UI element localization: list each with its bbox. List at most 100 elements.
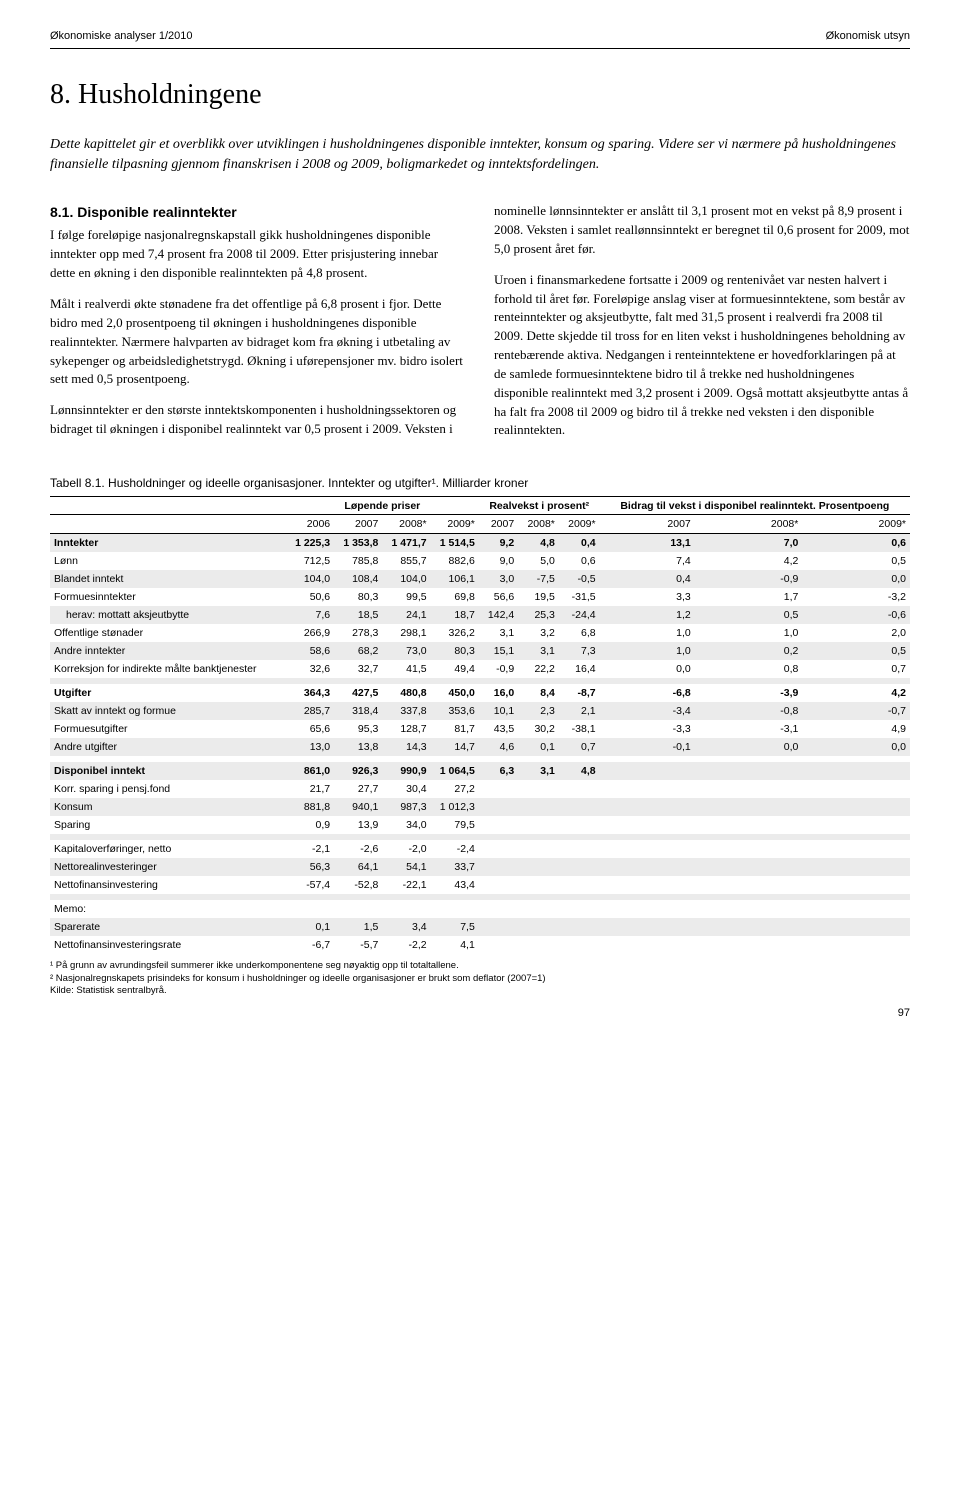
cell: [518, 816, 559, 834]
cell: [479, 798, 518, 816]
row-label: Utgifter: [50, 684, 286, 702]
cell: -0,5: [559, 570, 600, 588]
year-header: 2006: [286, 515, 334, 534]
cell: 30,4: [382, 780, 430, 798]
cell: 33,7: [431, 858, 479, 876]
cell: [695, 762, 803, 780]
year-header: 2007: [600, 515, 695, 534]
cell: 0,6: [559, 552, 600, 570]
cell: [518, 840, 559, 858]
cell: 6,3: [479, 762, 518, 780]
cell: 41,5: [382, 660, 430, 678]
year-header: 2008*: [382, 515, 430, 534]
cell: 0,1: [286, 918, 334, 936]
cell: 4,8: [518, 534, 559, 553]
body-paragraph: Lønnsinntekter er den største inntektsko…: [50, 401, 466, 439]
cell: 0,0: [695, 738, 803, 756]
cell: 49,4: [431, 660, 479, 678]
cell: -0,1: [600, 738, 695, 756]
cell: [518, 876, 559, 894]
table-row: herav: mottatt aksjeutbytte7,618,524,118…: [50, 606, 910, 624]
cell: 1 064,5: [431, 762, 479, 780]
row-label: Formuesinntekter: [50, 588, 286, 606]
group-header: Bidrag til vekst i disponibel realinntek…: [600, 497, 910, 515]
right-column: nominelle lønnsinntekter er anslått til …: [494, 202, 910, 452]
cell: 266,9: [286, 624, 334, 642]
cell: 56,6: [479, 588, 518, 606]
cell: 0,5: [802, 642, 910, 660]
table-row: Nettofinansinvesteringsrate-6,7-5,7-2,24…: [50, 936, 910, 954]
cell: 34,0: [382, 816, 430, 834]
cell: 104,0: [286, 570, 334, 588]
cell: 80,3: [334, 588, 382, 606]
row-label: Kapitaloverføringer, netto: [50, 840, 286, 858]
cell: 43,5: [479, 720, 518, 738]
row-label: Andre inntekter: [50, 642, 286, 660]
cell: [382, 900, 430, 918]
table-row: Sparerate0,11,53,47,5: [50, 918, 910, 936]
cell: [802, 798, 910, 816]
cell: 7,0: [695, 534, 803, 553]
cell: 69,8: [431, 588, 479, 606]
year-header: 2008*: [695, 515, 803, 534]
row-label: Sparing: [50, 816, 286, 834]
cell: 0,1: [518, 738, 559, 756]
cell: 298,1: [382, 624, 430, 642]
table-row: Skatt av inntekt og formue285,7318,4337,…: [50, 702, 910, 720]
cell: [600, 840, 695, 858]
row-label: Nettofinansinvesteringsrate: [50, 936, 286, 954]
cell: [695, 798, 803, 816]
cell: 353,6: [431, 702, 479, 720]
cell: 104,0: [382, 570, 430, 588]
cell: 940,1: [334, 798, 382, 816]
row-label: Konsum: [50, 798, 286, 816]
cell: [431, 900, 479, 918]
cell: 4,2: [695, 552, 803, 570]
cell: [559, 918, 600, 936]
cell: 2,3: [518, 702, 559, 720]
cell: -24,4: [559, 606, 600, 624]
cell: 106,1: [431, 570, 479, 588]
row-label: Skatt av inntekt og formue: [50, 702, 286, 720]
cell: -3,3: [600, 720, 695, 738]
cell: -8,7: [559, 684, 600, 702]
cell: 1,2: [600, 606, 695, 624]
cell: [695, 918, 803, 936]
cell: [479, 858, 518, 876]
year-header: 2009*: [559, 515, 600, 534]
body-paragraph: Målt i realverdi økte stønadene fra det …: [50, 295, 466, 389]
cell: 64,1: [334, 858, 382, 876]
cell: [518, 798, 559, 816]
cell: 24,1: [382, 606, 430, 624]
row-label: Sparerate: [50, 918, 286, 936]
cell: 926,3: [334, 762, 382, 780]
cell: -3,9: [695, 684, 803, 702]
cell: 855,7: [382, 552, 430, 570]
table-row: Utgifter364,3427,5480,8450,016,08,4-8,7-…: [50, 684, 910, 702]
cell: -2,2: [382, 936, 430, 954]
cell: 1 012,3: [431, 798, 479, 816]
cell: 128,7: [382, 720, 430, 738]
row-label: Korreksjon for indirekte målte banktjene…: [50, 660, 286, 678]
row-label: Formuesutgifter: [50, 720, 286, 738]
group-header: Realvekst i prosent²: [479, 497, 600, 515]
cell: -6,7: [286, 936, 334, 954]
cell: 16,0: [479, 684, 518, 702]
cell: [518, 780, 559, 798]
page-title: 8. Husholdningene: [50, 79, 910, 111]
cell: [479, 780, 518, 798]
table-row: Andre utgifter13,013,814,314,74,60,10,7-…: [50, 738, 910, 756]
cell: 32,7: [334, 660, 382, 678]
cell: [695, 840, 803, 858]
cell: 18,7: [431, 606, 479, 624]
cell: 0,5: [802, 552, 910, 570]
cell: [559, 936, 600, 954]
cell: 80,3: [431, 642, 479, 660]
cell: 13,8: [334, 738, 382, 756]
cell: [695, 900, 803, 918]
cell: 990,9: [382, 762, 430, 780]
cell: [479, 900, 518, 918]
cell: 18,5: [334, 606, 382, 624]
cell: 4,2: [802, 684, 910, 702]
cell: 1 471,7: [382, 534, 430, 553]
